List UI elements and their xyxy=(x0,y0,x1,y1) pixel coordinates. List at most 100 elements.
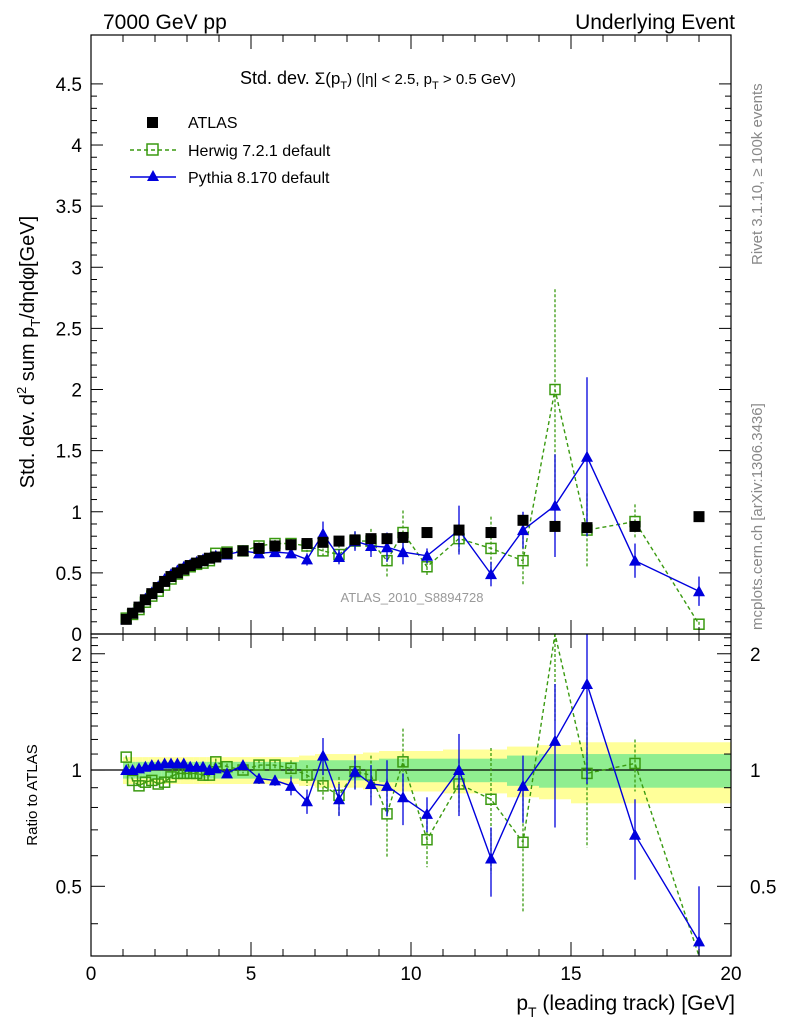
atlas-point xyxy=(210,551,222,563)
x-label-main: p xyxy=(516,992,528,1015)
atlas-point xyxy=(146,588,158,600)
pythia-main-point xyxy=(285,547,297,559)
pythia-ratio-point xyxy=(301,795,313,807)
main-y-tick-label: 3 xyxy=(71,258,82,279)
title-sub2: T xyxy=(432,80,439,92)
atlas-point xyxy=(269,540,281,552)
atlas-point xyxy=(120,613,132,625)
atlas-point xyxy=(381,533,393,545)
pythia-ratio-point xyxy=(453,764,465,776)
herwig-ratio-point xyxy=(120,751,132,763)
pythia-ratio-point xyxy=(365,778,377,790)
pythia-ratio-point xyxy=(629,828,641,840)
herwig-main-point xyxy=(485,542,497,555)
main-y-tick-label: 0.5 xyxy=(56,564,82,585)
atlas-point xyxy=(203,552,215,564)
ratio-panel: 0.5 0.5 1 1 2 2 0 5 10 15 20 Ratio to ATLAS pT (l… xyxy=(24,633,776,1020)
pythia-main-point xyxy=(693,585,705,597)
pythia-main-point xyxy=(421,549,433,561)
pythia-ratio-point xyxy=(485,852,497,864)
title-main: Std. dev. xyxy=(240,68,310,88)
herwig-ratio-point xyxy=(152,778,164,790)
pythia-ratio-point xyxy=(693,935,705,947)
ratio-y-tick-label-right: 1 xyxy=(750,761,761,782)
atlas-point xyxy=(301,538,313,550)
pythia-main-point xyxy=(269,546,281,558)
herwig-ratio-point xyxy=(421,833,433,846)
herwig-ratio-point xyxy=(133,780,145,792)
ratio-y-tick-label: 1 xyxy=(71,761,82,782)
herwig-ratio-point xyxy=(485,793,497,806)
pythia-ratio-point xyxy=(285,779,297,791)
pythia-ratio-point xyxy=(381,779,393,791)
herwig-ratio-point xyxy=(269,759,281,771)
atlas-point xyxy=(159,575,171,587)
x-label-rest: (leading track) [GeV] xyxy=(537,992,735,1015)
legend-pythia-label: Pythia 8.170 default xyxy=(188,170,330,187)
pythia-main-point xyxy=(365,539,377,551)
x-tick-label: 10 xyxy=(400,964,421,985)
main-y-tick-label: 1 xyxy=(71,503,82,524)
x-tick-label: 20 xyxy=(720,964,741,985)
pythia-ratio-point xyxy=(221,767,233,779)
header-left: 7000 GeV pp xyxy=(103,11,227,34)
main-y-tick-label: 3.5 xyxy=(56,197,82,218)
herwig-ratio-point xyxy=(253,759,265,771)
x-tick-label: 15 xyxy=(560,964,581,985)
pythia-main-point xyxy=(301,553,313,565)
ratio-y-ticks: 0.5 0.5 1 1 2 2 xyxy=(56,637,776,925)
herwig-ratio-point xyxy=(317,780,329,792)
pythia-ratio-point xyxy=(333,793,345,805)
pythia-ratio-point xyxy=(421,807,433,819)
atlas-point xyxy=(485,527,497,539)
main-y-label: Std. dev. d2 sum pT/dηdφ[GeV] xyxy=(14,216,43,488)
legend-pythia-marker xyxy=(147,170,159,181)
pythia-ratio-point xyxy=(397,791,409,803)
rivet-label: Rivet 3.1.10, ≥ 100k events xyxy=(749,83,766,265)
herwig-ratio-point xyxy=(165,771,177,783)
atlas-point xyxy=(421,527,433,539)
pythia-main-point xyxy=(629,554,641,566)
main-plot-area xyxy=(120,289,705,630)
atlas-point xyxy=(171,567,183,579)
pythia-main-point xyxy=(485,568,497,580)
main-y-tick-label: 0 xyxy=(71,625,82,646)
pythia-ratio-line xyxy=(126,682,700,942)
atlas-point xyxy=(349,534,361,546)
herwig-ratio-point xyxy=(146,774,158,787)
header-right: Underlying Event xyxy=(575,11,735,34)
atlas-point xyxy=(549,520,561,532)
mcplots-label: mcplots.cern.ch [arXiv:1306.3436] xyxy=(749,403,766,630)
atlas-point xyxy=(127,607,139,619)
pythia-main-point xyxy=(317,527,329,539)
atlas-point xyxy=(317,536,329,548)
atlas-point xyxy=(237,545,249,557)
pythia-main-point xyxy=(517,524,529,536)
ratio-y-label: Ratio to ATLAS xyxy=(24,744,41,845)
pythia-ratio-point xyxy=(237,759,249,771)
atlas-point xyxy=(221,547,233,559)
ratio-y-tick-label-right: 0.5 xyxy=(750,877,776,898)
atlas-point xyxy=(133,601,145,613)
title-end: > 0.5 GeV) xyxy=(439,71,516,88)
ratio-y-tick-label-right: 2 xyxy=(750,645,761,666)
pythia-ratio-point xyxy=(549,734,561,746)
legend: ATLAS Herwig 7.2.1 default Pythia 8.170 … xyxy=(130,115,331,187)
band-inner-bin xyxy=(667,754,731,788)
atlas-point xyxy=(152,582,164,594)
pythia-main-point xyxy=(381,541,393,553)
main-panel: 0 0.5 1 1.5 2 2.5 3 3.5 4 4.5 ATLAS_2010_S8894728… xyxy=(14,34,732,646)
atlas-point xyxy=(453,524,465,536)
plot-title: Std. dev. Σ(pT) (|η| < 2.5, pT > 0.5 GeV… xyxy=(240,68,516,92)
pythia-ratio-point xyxy=(581,678,593,690)
atlas-point xyxy=(397,531,409,543)
main-y-tick-label: 4.5 xyxy=(56,75,82,96)
ratio-x-ticks: 0 5 10 15 20 xyxy=(86,634,742,985)
atlas-point xyxy=(517,514,529,526)
pythia-main-point xyxy=(333,550,345,562)
pythia-ratio-point xyxy=(177,757,190,769)
pythia-main-point xyxy=(397,546,409,558)
legend-herwig-label: Herwig 7.2.1 default xyxy=(188,143,331,160)
legend-atlas-label: ATLAS xyxy=(188,115,238,132)
